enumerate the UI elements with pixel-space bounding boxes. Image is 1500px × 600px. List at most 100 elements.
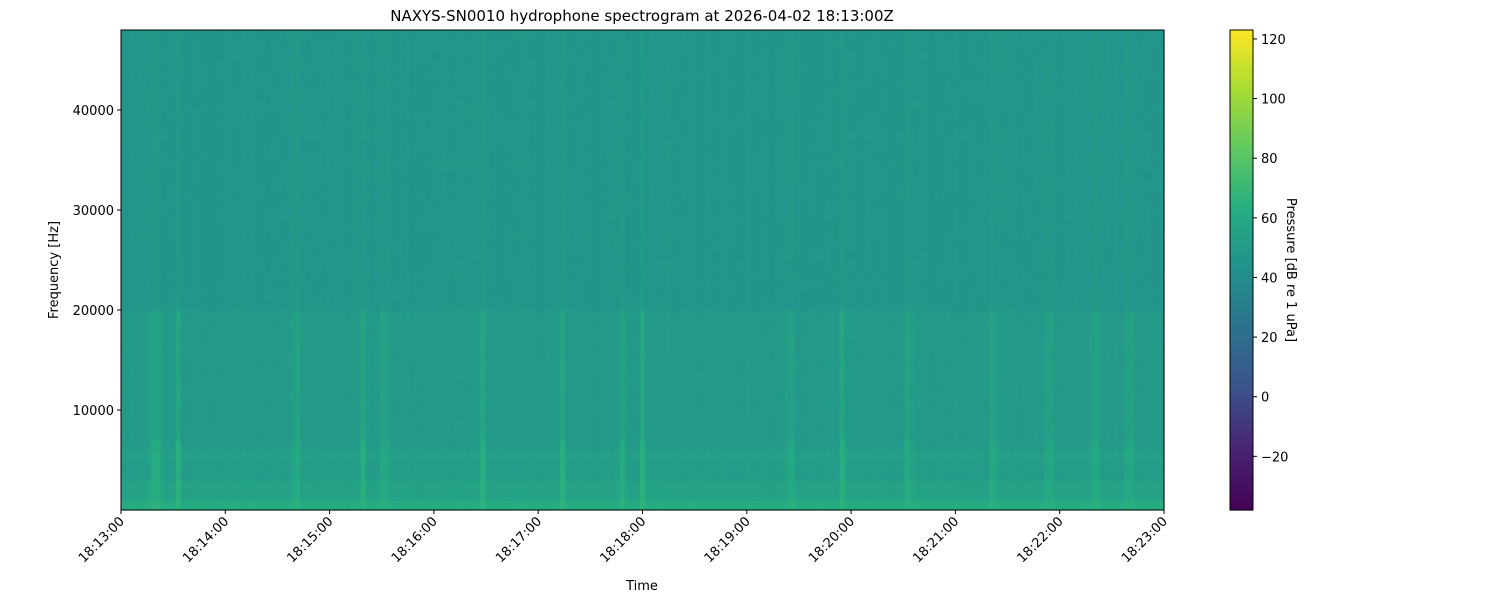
spectrogram-cell bbox=[135, 240, 142, 251]
spectrogram-cell bbox=[175, 230, 182, 241]
spectrogram-cell bbox=[190, 30, 197, 41]
spectrogram-cell bbox=[475, 220, 481, 231]
spectrogram-cell bbox=[400, 330, 407, 341]
spectrogram-cell bbox=[205, 220, 212, 231]
spectrogram-cell bbox=[630, 290, 636, 301]
spectrogram-cell bbox=[230, 250, 237, 261]
spectrogram-cell bbox=[460, 410, 466, 421]
spectrogram-cell bbox=[135, 140, 142, 151]
spectrogram-cell bbox=[300, 100, 307, 111]
spectrogram-cell bbox=[240, 380, 247, 391]
spectrogram-cell bbox=[560, 240, 566, 251]
spectrogram-cell bbox=[395, 410, 402, 421]
spectrogram-cell bbox=[205, 400, 212, 411]
spectrogram-cell bbox=[130, 290, 137, 301]
spectrogram-cell bbox=[145, 270, 152, 281]
spectrogram-cell bbox=[295, 100, 302, 111]
spectrogram-cell bbox=[150, 350, 157, 361]
spectrogram-cell bbox=[370, 240, 377, 251]
spectrogram-cell bbox=[290, 230, 297, 241]
spectrogram-cell bbox=[480, 330, 486, 341]
spectrogram-cell bbox=[185, 420, 192, 431]
spectrogram-cell bbox=[295, 190, 302, 201]
spectrogram-cell bbox=[340, 130, 347, 141]
spectrogram-cell bbox=[630, 300, 636, 311]
spectrogram-cell bbox=[375, 460, 382, 471]
spectrogram-cell bbox=[625, 390, 631, 401]
spectrogram-cell bbox=[375, 130, 382, 141]
spectrogram-cell bbox=[135, 80, 142, 91]
spectrogram-cell bbox=[140, 260, 147, 271]
spectrogram-cell bbox=[290, 220, 297, 231]
spectrogram-cell bbox=[565, 240, 571, 251]
spectrogram-cell bbox=[540, 60, 546, 71]
spectrogram-cell bbox=[390, 190, 397, 201]
spectrogram-cell bbox=[130, 260, 137, 271]
spectrogram-cell bbox=[600, 170, 606, 181]
spectrogram-cell bbox=[470, 410, 476, 421]
spectrogram-cell bbox=[160, 110, 167, 121]
spectrogram-cell bbox=[470, 400, 476, 411]
spectrogram-cell bbox=[245, 260, 252, 271]
spectrogram-cell bbox=[165, 360, 172, 371]
spectrogram-cell bbox=[325, 370, 332, 381]
spectrogram-cell bbox=[475, 80, 481, 91]
spectrogram-cell bbox=[515, 60, 521, 71]
spectrogram-cell bbox=[305, 100, 312, 111]
spectrogram-cell bbox=[470, 130, 476, 141]
spectrogram-cell bbox=[450, 330, 456, 341]
spectrogram-cell bbox=[565, 60, 571, 71]
spectrogram-cell bbox=[345, 210, 352, 221]
spectrogram-cell bbox=[225, 240, 232, 251]
spectrogram-cell bbox=[525, 170, 531, 181]
spectrogram-cell bbox=[455, 160, 461, 171]
spectrogram-cell bbox=[395, 230, 402, 241]
spectrogram-cell bbox=[335, 360, 342, 371]
spectrogram-cell bbox=[465, 390, 471, 401]
spectrogram-cell bbox=[425, 100, 432, 111]
spectrogram-cell bbox=[390, 460, 397, 471]
spectrogram-cell bbox=[121, 240, 127, 251]
spectrogram-cell bbox=[535, 90, 541, 101]
spectrogram-cell bbox=[245, 370, 252, 381]
spectrogram-cell bbox=[315, 460, 322, 471]
spectrogram-cell bbox=[320, 320, 327, 331]
spectrogram-cell bbox=[340, 70, 347, 81]
spectrogram-cell bbox=[490, 370, 496, 381]
spectrogram-cell bbox=[330, 150, 337, 161]
spectrogram-cell bbox=[540, 130, 546, 141]
spectrogram-cell bbox=[210, 400, 217, 411]
spectrogram-cell bbox=[475, 260, 481, 271]
spectrogram-cell bbox=[310, 310, 317, 321]
spectrogram-cell bbox=[175, 420, 182, 431]
spectrogram-cell bbox=[425, 70, 432, 81]
spectrogram-cell bbox=[560, 300, 566, 311]
spectrogram-cell bbox=[445, 250, 451, 261]
spectrogram-cell bbox=[575, 280, 581, 291]
spectrogram-cell bbox=[505, 480, 511, 491]
spectrogram-cell bbox=[240, 160, 247, 171]
spectrogram-cell bbox=[425, 210, 432, 221]
spectrogram-cell bbox=[345, 390, 352, 401]
spectrogram-cell bbox=[545, 170, 551, 181]
spectrogram-cell bbox=[580, 330, 586, 341]
spectrogram-cell bbox=[625, 230, 631, 241]
spectrogram-cell bbox=[625, 490, 631, 501]
spectrogram-cell bbox=[240, 400, 247, 411]
spectrogram-cell bbox=[530, 250, 536, 261]
spectrogram-cell bbox=[345, 450, 352, 461]
spectrogram-cell bbox=[565, 360, 571, 371]
spectrogram-cell bbox=[380, 210, 387, 221]
spectrogram-cell bbox=[185, 490, 192, 501]
spectrogram-cell bbox=[420, 330, 427, 341]
spectrogram-cell bbox=[390, 430, 397, 441]
spectrogram-cell bbox=[520, 380, 526, 391]
spectrogram-cell bbox=[635, 450, 641, 461]
spectrogram-cell bbox=[145, 100, 152, 111]
spectrogram-cell bbox=[195, 270, 202, 281]
spectrogram-cell bbox=[270, 120, 277, 131]
spectrogram-cell bbox=[425, 90, 432, 101]
spectrogram-cell bbox=[450, 360, 456, 371]
spectrogram-cell bbox=[595, 170, 601, 181]
spectrogram-cell bbox=[165, 110, 172, 121]
